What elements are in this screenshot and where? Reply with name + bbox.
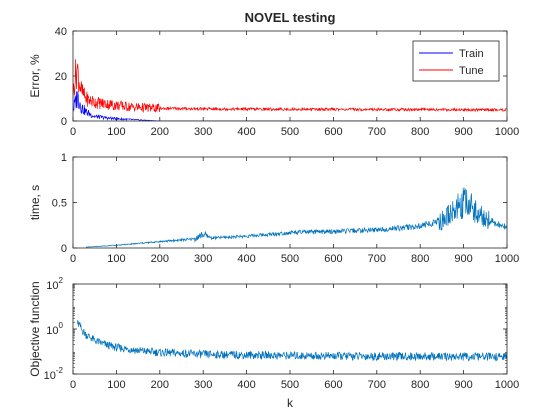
x-tick-label: 400 [237, 379, 255, 391]
y-tick-label: 40 [55, 26, 67, 38]
x-tick-label: 100 [107, 379, 125, 391]
legend-label-train: Train [459, 48, 484, 60]
axes-frame [72, 156, 508, 249]
x-tick-label: 800 [411, 379, 429, 391]
y-tick-exponent: -2 [56, 366, 64, 375]
y-tick-label: 0 [61, 116, 67, 128]
x-tick-label: 0 [70, 253, 76, 265]
x-tick-label: 900 [454, 126, 472, 138]
x-tick-label: 100 [107, 126, 125, 138]
x-tick-label: 500 [281, 253, 299, 265]
x-tick-label: 200 [151, 379, 169, 391]
x-tick-label: 500 [281, 126, 299, 138]
y-tick-exponent: 0 [59, 321, 64, 330]
series-line-data [76, 320, 507, 362]
x-tick-label: 400 [237, 126, 255, 138]
x-tick-label: 600 [324, 126, 342, 138]
y-tick-label: 0.5 [52, 198, 67, 210]
y-tick-label: 20 [55, 71, 67, 83]
x-axis-label: k [287, 396, 294, 410]
series-line-train [73, 91, 507, 121]
x-tick-label: 600 [324, 253, 342, 265]
x-tick-label: 1000 [495, 253, 519, 265]
x-tick-label: 700 [368, 379, 386, 391]
x-tick-label: 800 [411, 253, 429, 265]
x-tick-label: 300 [194, 253, 212, 265]
y-axis-label: Objective function [28, 281, 42, 376]
y-tick-label: 1 [61, 152, 67, 164]
x-tick-label: 0 [70, 126, 76, 138]
x-tick-label: 300 [194, 126, 212, 138]
chart-panel-3: 0 100 200 300 400 500 600 700 800 900 100010210010… [28, 276, 519, 410]
x-tick-label: 900 [454, 253, 472, 265]
legend: Train Tune [412, 40, 500, 82]
x-tick-label: 200 [151, 126, 169, 138]
y-tick-exponent: 2 [59, 276, 64, 285]
series-line-tune [73, 59, 507, 114]
x-tick-label: 700 [368, 253, 386, 265]
x-tick-label: 1000 [495, 379, 519, 391]
x-tick-label: 0 [70, 379, 76, 391]
chart-title: NOVEL testing [245, 10, 336, 25]
x-tick-label: 800 [411, 126, 429, 138]
x-tick-label: 200 [151, 253, 169, 265]
y-axis-label: Error, % [28, 54, 42, 98]
x-tick-label: 600 [324, 379, 342, 391]
x-tick-label: 700 [368, 126, 386, 138]
x-tick-label: 1000 [495, 126, 519, 138]
y-tick-label: 0 [61, 243, 67, 255]
chart-panel-2: 0 100 200 300 400 500 600 700 800 900 1000 0 0.5 1 tim… [28, 152, 519, 265]
legend-label-tune: Tune [459, 65, 484, 77]
x-tick-label: 300 [194, 379, 212, 391]
legend-box [412, 40, 500, 82]
y-axis-label: time, s [28, 185, 42, 220]
series-line-data [85, 187, 507, 248]
x-tick-label: 400 [237, 253, 255, 265]
x-tick-label: 500 [281, 379, 299, 391]
axes-frame [72, 283, 508, 375]
axes-frame [72, 30, 508, 122]
x-tick-label: 900 [454, 379, 472, 391]
x-tick-label: 100 [107, 253, 125, 265]
